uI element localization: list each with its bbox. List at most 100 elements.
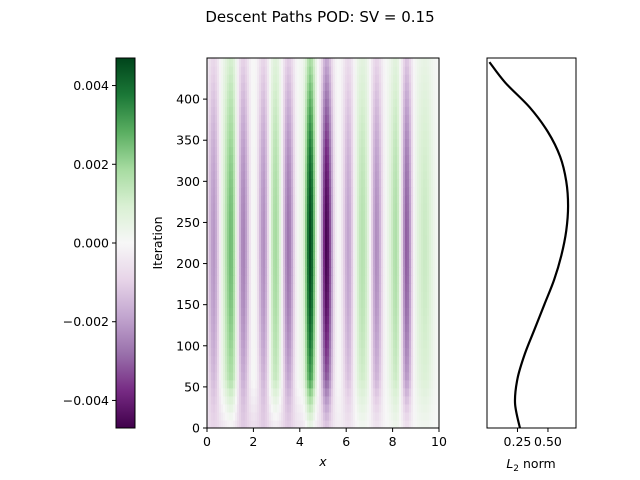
heatmap-cell — [273, 355, 276, 365]
heatmap-cell — [387, 210, 390, 220]
heatmap-cell — [259, 178, 262, 188]
heatmap-cell — [265, 90, 268, 99]
heatmap-cell — [263, 130, 266, 140]
heatmap-cell — [367, 138, 370, 148]
heatmap-cell — [409, 259, 412, 268]
heatmap-cell — [357, 186, 360, 196]
heatmap-cell — [387, 419, 390, 428]
heatmap-cell — [235, 283, 238, 292]
heatmap-cell — [265, 331, 268, 341]
heatmap-cell — [419, 275, 422, 284]
heatmap-cell — [269, 379, 272, 389]
heatmap-cell — [273, 275, 276, 284]
heatmap-cell — [431, 363, 434, 373]
heatmap-cell — [291, 146, 294, 156]
heatmap-cell — [277, 243, 280, 252]
heatmap-cell — [213, 82, 216, 91]
heatmap-cell — [339, 379, 342, 389]
heatmap-cell — [391, 307, 394, 316]
heatmap-cell — [329, 323, 332, 333]
heatmap-cell — [299, 395, 302, 405]
heatmap-cell — [267, 267, 270, 276]
heatmap-cell — [407, 331, 410, 341]
heatmap-cell — [415, 138, 418, 148]
heatmap-cell — [351, 178, 354, 188]
heatmap-cell — [349, 323, 352, 333]
heatmap-cell — [277, 194, 280, 204]
heatmap-cell — [403, 210, 406, 220]
heatmap-cell — [239, 395, 242, 405]
heatmap-cell — [273, 363, 276, 373]
heatmap-cell — [413, 114, 416, 123]
heatmap-cell — [207, 234, 210, 244]
heatmap-cell — [383, 331, 386, 341]
heatmap-cell — [267, 307, 270, 316]
heatmap-cell — [323, 323, 326, 333]
heatmap-cell — [247, 234, 250, 244]
heatmap-cell — [427, 194, 430, 204]
heatmap-cell — [279, 122, 282, 131]
heatmap-cell — [383, 234, 386, 244]
heatmap-cell — [247, 267, 250, 276]
heatmap-cell — [409, 218, 412, 228]
heatmap-cell — [259, 419, 262, 428]
heatmap-cell — [233, 355, 236, 365]
heatmap-cell — [257, 331, 260, 341]
figure-title: Descent Paths POD: SV = 0.15 — [205, 8, 434, 26]
heatmap-cell — [317, 243, 320, 252]
heatmap-cell — [221, 411, 224, 421]
heatmap-cell — [421, 146, 424, 156]
heatmap-cell — [225, 138, 228, 148]
heatmap-cell — [307, 347, 310, 357]
heatmap-cell — [313, 202, 316, 212]
heatmap-cell — [233, 395, 236, 405]
heatmap-cell — [383, 122, 386, 131]
heatmap-cell — [395, 371, 398, 381]
heatmap-cell — [251, 243, 254, 252]
heatmap-cell — [367, 210, 370, 220]
heatmap-cell — [367, 387, 370, 397]
heatmap-cell — [301, 178, 304, 188]
heatmap-cell — [353, 355, 356, 365]
heatmap-cell — [341, 379, 344, 389]
heatmap-cell — [213, 218, 216, 228]
heatmap-cell — [301, 315, 304, 325]
heatmap-cell — [371, 339, 374, 349]
heatmap-cell — [347, 226, 350, 236]
heatmap-cell — [209, 403, 212, 413]
heatmap-cell — [365, 138, 368, 148]
heatmap-cell — [409, 363, 412, 373]
heatmap-cell — [409, 411, 412, 421]
heatmap-cell — [345, 371, 348, 381]
heatmap-cell — [401, 90, 404, 99]
heatmap-cell — [355, 411, 358, 421]
heatmap-cell — [259, 363, 262, 373]
heatmap-cell — [391, 178, 394, 188]
heatmap-cell — [279, 315, 282, 325]
heatmap-cell — [423, 411, 426, 421]
heatmap-cell — [339, 291, 342, 300]
heatmap-cell — [261, 315, 264, 325]
heatmap-cell — [363, 395, 366, 405]
heatmap-cell — [305, 138, 308, 148]
heatmap-cell — [407, 178, 410, 188]
heatmap-cell — [329, 291, 332, 300]
heatmap-cell — [345, 243, 348, 252]
heatmap-cell — [229, 210, 232, 220]
heatmap-cell — [381, 291, 384, 300]
heatmap-cell — [255, 138, 258, 148]
heatmap-cell — [243, 234, 246, 244]
heatmap-cell — [291, 106, 294, 115]
heatmap-cell — [437, 419, 439, 428]
heatmap-cell — [263, 283, 266, 292]
heatmap-cell — [253, 122, 256, 131]
heatmap-cell — [393, 162, 396, 172]
heatmap-cell — [301, 275, 304, 284]
heatmap-cell — [399, 291, 402, 300]
heatmap-cell — [413, 122, 416, 131]
heatmap-cell — [417, 98, 420, 107]
heatmap-cell — [397, 275, 400, 284]
heatmap-cell — [263, 234, 266, 244]
heatmap-cell — [423, 178, 426, 188]
